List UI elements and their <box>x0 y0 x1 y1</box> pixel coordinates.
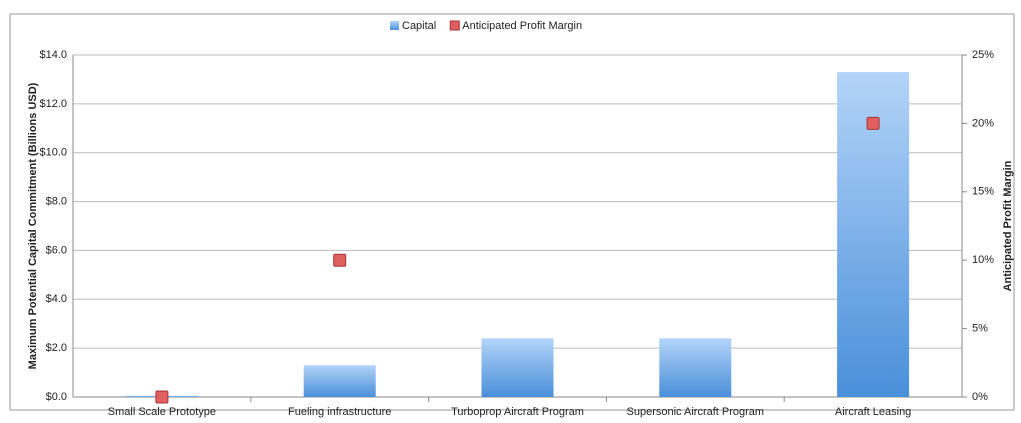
y2-tick-label: 0% <box>972 391 988 403</box>
marker <box>155 390 169 404</box>
y-tick-label: $14.0 <box>39 49 67 61</box>
x-tick-label: Supersonic Aircraft Program <box>627 406 765 418</box>
y-axis-title: Maximum Potential Capital Commitment (Bi… <box>27 82 39 369</box>
legend-label: Anticipated Profit Margin <box>462 20 582 32</box>
marker <box>333 253 347 267</box>
y2-axis-title: Anticipated Profit Margin <box>1002 160 1014 291</box>
y-tick-label: $4.0 <box>46 293 67 305</box>
bar <box>481 338 554 397</box>
y-tick-label: $0.0 <box>46 391 67 403</box>
x-tick-label: Small Scale Prototype <box>108 406 216 418</box>
marker <box>866 116 880 130</box>
bar <box>659 338 732 397</box>
y-tick-label: $6.0 <box>46 244 67 256</box>
legend-swatch <box>449 20 460 31</box>
y2-tick-label: 25% <box>972 49 994 61</box>
y-tick-label: $12.0 <box>39 98 67 110</box>
y2-tick-label: 20% <box>972 117 994 129</box>
y2-tick-label: 5% <box>972 323 988 335</box>
y-tick-label: $2.0 <box>46 342 67 354</box>
y2-tick-label: 15% <box>972 186 994 198</box>
x-tick-label: Turboprop Aircraft Program <box>451 406 584 418</box>
bar <box>303 365 376 397</box>
legend-label: Capital <box>402 20 436 32</box>
legend-swatch <box>390 21 399 30</box>
y-tick-label: $10.0 <box>39 147 67 159</box>
x-tick-label: Fueling infrastructure <box>288 406 391 418</box>
y2-tick-label: 10% <box>972 254 994 266</box>
y-tick-label: $8.0 <box>46 195 67 207</box>
x-tick-label: Aircraft Leasing <box>835 406 911 418</box>
